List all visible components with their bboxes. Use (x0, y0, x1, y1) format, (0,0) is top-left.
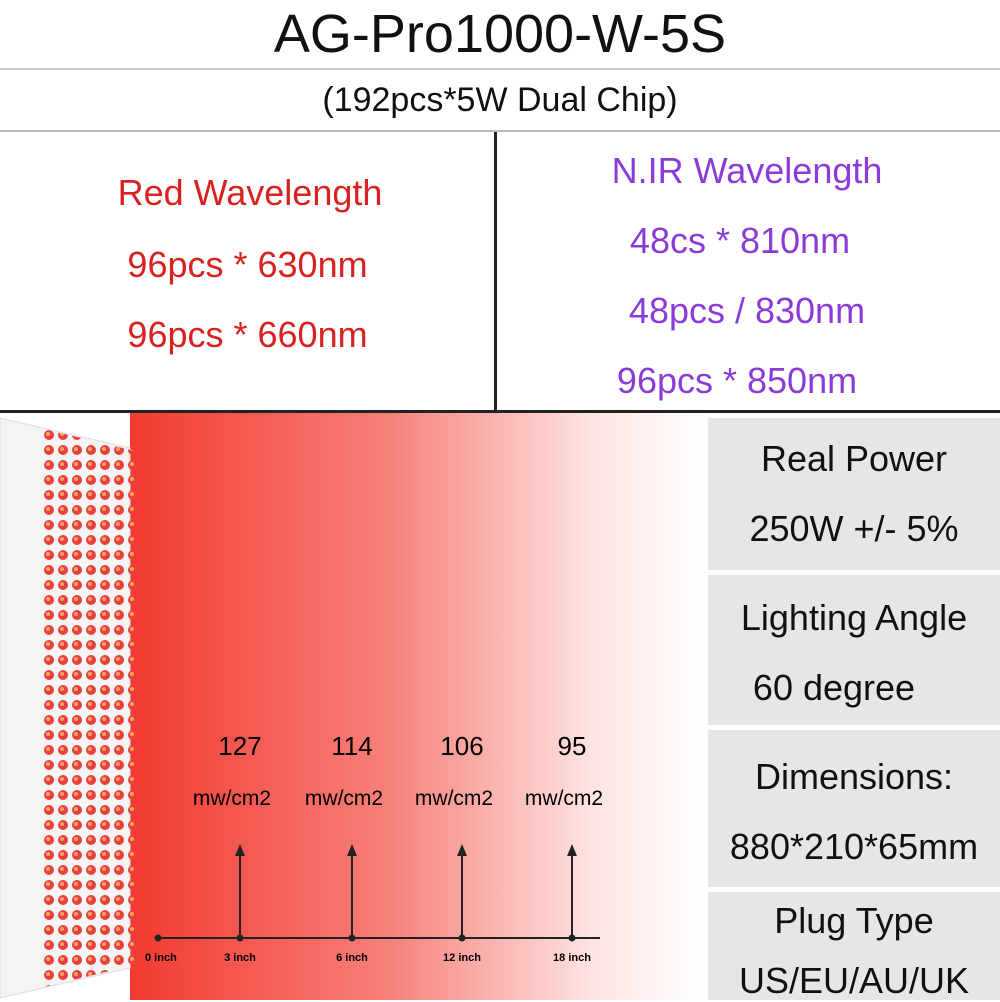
irradiance-unit: mw/cm2 (193, 787, 271, 810)
distance-label: 3 inch (224, 952, 256, 964)
spec-label: Real Power (760, 438, 948, 479)
axis-point (348, 934, 356, 942)
title: AG-Pro1000-W-5S (273, 4, 727, 64)
irradiance-unit: mw/cm2 (415, 787, 493, 810)
arrow-head (567, 844, 577, 856)
red-line: 96pcs * 660nm (127, 314, 368, 355)
nir-heading: N.IR Wavelength (611, 150, 883, 191)
nir-line: 96pcs * 850nm (616, 360, 858, 401)
spec-cell: Dimensions: 880*210*65mm (708, 730, 1000, 887)
irradiance-unit: mw/cm2 (525, 787, 603, 810)
column-divider (494, 132, 497, 410)
spec-label: Lighting Angle (740, 597, 968, 638)
nir-line: 48pcs / 830nm (628, 290, 866, 331)
distance-label: 18 inch (553, 952, 591, 964)
divider (0, 68, 1000, 70)
spec-label: Plug Type (774, 900, 934, 941)
divider (0, 410, 1000, 413)
product-image: 0 inch 127 mw/cm2 3 inch 114 mw/cm2 6 inch 106 m… (0, 413, 705, 1000)
subtitle: (192pcs*5W Dual Chip) (322, 81, 678, 119)
axis-point (568, 934, 576, 942)
spec-value: 60 degree (752, 667, 916, 708)
red-line: 96pcs * 630nm (127, 244, 368, 285)
irradiance-value: 106 (440, 731, 483, 761)
led-array (40, 428, 135, 988)
arrow-head (235, 844, 245, 856)
arrow-head (457, 844, 467, 856)
distance-label: 6 inch (336, 952, 368, 964)
distance-label: 0 inch (145, 952, 177, 964)
spec-value: 250W +/- 5% (749, 508, 959, 549)
axis-point (236, 934, 244, 942)
spec-value: US/EU/AU/UK (738, 960, 970, 1001)
red-heading: Red Wavelength (117, 172, 383, 213)
spec-cell: Plug Type US/EU/AU/UK (708, 892, 1000, 1001)
spec-cell: Real Power 250W +/- 5% (708, 418, 1000, 570)
irradiance-unit: mw/cm2 (305, 787, 383, 810)
irradiance-value: 127 (218, 731, 261, 761)
spec-value: 880*210*65mm (729, 826, 979, 867)
nir-line: 48cs * 810nm (629, 220, 851, 261)
axis-point (458, 934, 466, 942)
distance-label: 12 inch (443, 952, 481, 964)
spec-cell: Lighting Angle 60 degree (708, 575, 1000, 725)
spec-label: Dimensions: (754, 756, 954, 797)
arrow-head (347, 844, 357, 856)
irradiance-value: 114 (331, 731, 372, 761)
irradiance-value: 95 (558, 731, 587, 761)
axis-point (154, 934, 162, 942)
divider (0, 130, 1000, 132)
light-glow (130, 413, 705, 1000)
